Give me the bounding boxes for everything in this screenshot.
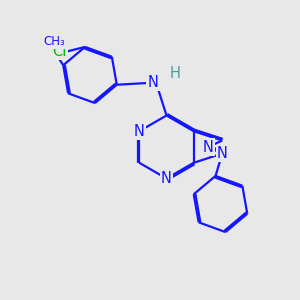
Text: Cl: Cl (52, 44, 67, 59)
Text: N: N (134, 124, 145, 139)
Text: N: N (148, 75, 158, 90)
Text: N: N (203, 140, 214, 154)
Text: N: N (217, 146, 228, 161)
Text: CH₃: CH₃ (43, 35, 65, 48)
Text: N: N (161, 171, 172, 186)
Text: H: H (170, 66, 181, 81)
